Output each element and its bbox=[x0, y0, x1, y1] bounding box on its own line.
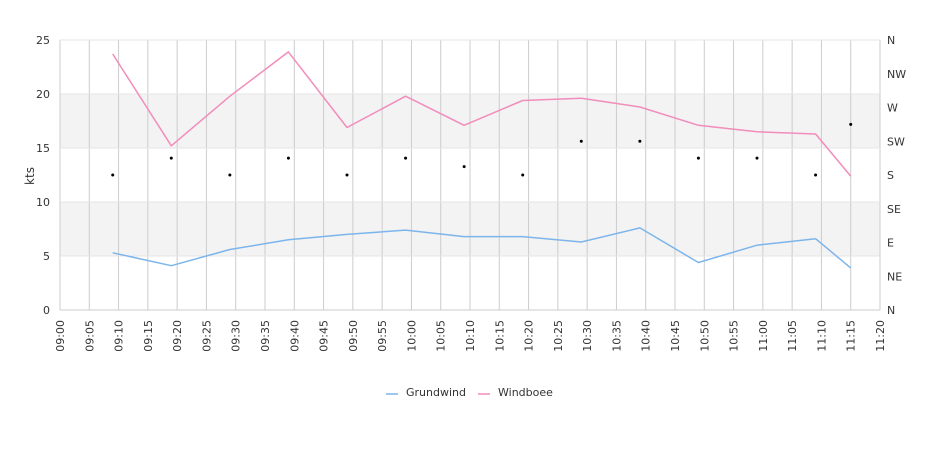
x-tick-label: 10:25 bbox=[552, 320, 565, 352]
y-axis-label: kts bbox=[23, 167, 37, 185]
x-axis-ticks: 09:00 09:05 09:10 09:15 09:20 09:25 09:30 09:35… bbox=[54, 320, 887, 352]
direction-tick-label: SE bbox=[887, 203, 901, 216]
x-tick-label: 11:20 bbox=[874, 320, 887, 352]
x-tick-label: 09:10 bbox=[113, 320, 126, 352]
direction-point bbox=[169, 156, 173, 160]
x-tick-label: 10:20 bbox=[523, 320, 536, 352]
x-tick-label: 09:35 bbox=[259, 320, 272, 352]
x-tick-label: 10:35 bbox=[610, 320, 623, 352]
direction-point bbox=[345, 173, 349, 177]
direction-tick-label: W bbox=[887, 102, 898, 115]
x-tick-label: 10:00 bbox=[405, 320, 418, 352]
x-tick-label: 09:05 bbox=[83, 320, 96, 352]
legend-label[interactable]: Grundwind bbox=[406, 386, 466, 399]
direction-tick-label: E bbox=[887, 237, 894, 250]
x-tick-label: 10:05 bbox=[435, 320, 448, 352]
direction-point bbox=[755, 156, 759, 160]
direction-tick-label: S bbox=[887, 169, 894, 182]
direction-point bbox=[521, 173, 525, 177]
x-tick-label: 10:40 bbox=[640, 320, 653, 352]
x-tick-label: 09:55 bbox=[376, 320, 389, 352]
direction-axis-ticks: N NE E SE S SW W NW N bbox=[887, 34, 906, 317]
x-tick-label: 09:50 bbox=[347, 320, 360, 352]
direction-point bbox=[849, 122, 853, 126]
direction-point bbox=[814, 173, 818, 177]
x-tick-label: 10:30 bbox=[581, 320, 594, 352]
y-tick-label: 15 bbox=[36, 142, 50, 155]
y-tick-label: 0 bbox=[43, 304, 50, 317]
x-tick-label: 10:55 bbox=[728, 320, 741, 352]
direction-point bbox=[404, 156, 408, 160]
direction-tick-label: N bbox=[887, 34, 895, 47]
x-tick-label: 11:10 bbox=[815, 320, 828, 352]
y-tick-label: 20 bbox=[36, 88, 50, 101]
legend[interactable]: Grundwind Windboee bbox=[386, 386, 553, 399]
x-tick-label: 09:00 bbox=[54, 320, 67, 352]
series-lines bbox=[112, 51, 852, 269]
direction-tick-label: SW bbox=[887, 135, 905, 148]
x-tick-label: 09:45 bbox=[318, 320, 331, 352]
y-axis-ticks: 0 5 10 15 20 25 bbox=[36, 34, 50, 317]
direction-tick-label: N bbox=[887, 304, 895, 317]
y-tick-label: 5 bbox=[43, 250, 50, 263]
x-tick-label: 09:20 bbox=[171, 320, 184, 352]
x-tick-label: 11:05 bbox=[786, 320, 799, 352]
legend-label[interactable]: Windboee bbox=[498, 386, 553, 399]
x-tick-label: 10:50 bbox=[698, 320, 711, 352]
y-tick-label: 10 bbox=[36, 196, 50, 209]
grid-lines bbox=[59, 39, 881, 311]
x-tick-label: 11:00 bbox=[757, 320, 770, 352]
series-line-grundwind bbox=[112, 227, 852, 269]
x-tick-label: 09:30 bbox=[230, 320, 243, 352]
series-line-windboee bbox=[112, 51, 852, 177]
direction-tick-label: NE bbox=[887, 270, 902, 283]
x-tick-label: 09:40 bbox=[288, 320, 301, 352]
direction-point bbox=[286, 156, 290, 160]
direction-point bbox=[111, 173, 115, 177]
direction-point bbox=[638, 139, 642, 143]
x-tick-label: 09:15 bbox=[142, 320, 155, 352]
direction-point bbox=[579, 139, 583, 143]
x-tick-label: 11:15 bbox=[845, 320, 858, 352]
x-tick-label: 10:15 bbox=[493, 320, 506, 352]
direction-point bbox=[462, 165, 466, 169]
y-tick-label: 25 bbox=[36, 34, 50, 47]
direction-point bbox=[228, 173, 232, 177]
direction-point bbox=[696, 156, 700, 160]
x-tick-label: 09:25 bbox=[200, 320, 213, 352]
x-tick-label: 10:45 bbox=[669, 320, 682, 352]
direction-points bbox=[111, 122, 853, 177]
direction-tick-label: NW bbox=[887, 68, 906, 81]
x-tick-label: 10:10 bbox=[464, 320, 477, 352]
